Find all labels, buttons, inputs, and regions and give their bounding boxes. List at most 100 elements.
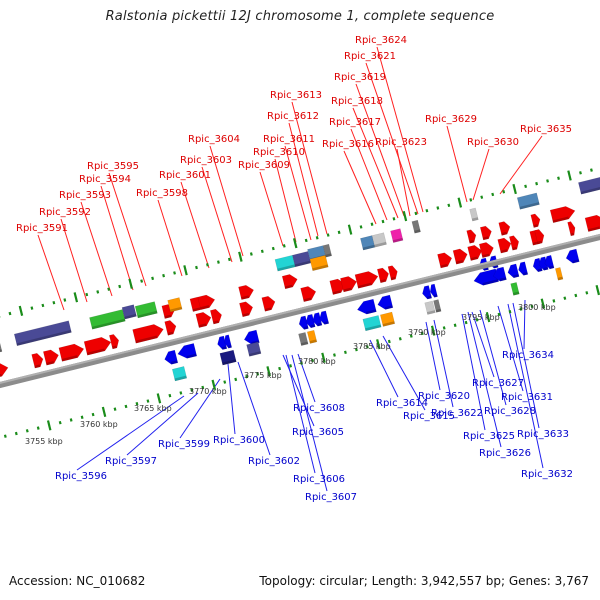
gene-label-rpic-3609[interactable]: Rpic_3609	[238, 160, 290, 171]
cds-plus-arrow	[567, 221, 576, 237]
gene-label-rpic-3607[interactable]: Rpic_3607	[305, 492, 357, 503]
gene-label-rpic-3622[interactable]: Rpic_3622	[431, 408, 483, 419]
minor-tick	[162, 273, 165, 278]
leader-line	[365, 62, 419, 215]
gene-label-rpic-3604[interactable]: Rpic_3604	[188, 134, 240, 145]
scale-label: 3795 kbp	[462, 313, 500, 322]
minor-tick	[392, 217, 396, 221]
gene-label-rpic-3614[interactable]: Rpic_3614	[376, 398, 428, 409]
sequence-summary: Topology: circular; Length: 3,942,557 bp…	[259, 574, 589, 588]
gene-label-rpic-3616[interactable]: Rpic_3616	[322, 139, 374, 150]
gene-label-rpic-3634[interactable]: Rpic_3634	[502, 350, 554, 361]
cds-minus-arrow-shade	[572, 259, 580, 264]
gene-label-rpic-3633[interactable]: Rpic_3633	[517, 429, 569, 440]
gene-label-rpic-3597[interactable]: Rpic_3597	[105, 456, 157, 467]
gene-label-rpic-3618[interactable]: Rpic_3618	[331, 96, 383, 107]
gene-label-rpic-3631[interactable]: Rpic_3631	[501, 392, 553, 403]
minor-tick	[381, 219, 385, 224]
minor-tick	[36, 426, 40, 430]
gene-label-rpic-3598[interactable]: Rpic_3598	[136, 188, 188, 199]
gene-label-rpic-3606[interactable]: Rpic_3606	[293, 474, 345, 485]
gene-label-rpic-3630[interactable]: Rpic_3630	[467, 137, 519, 148]
gene-label-rpic-3632[interactable]: Rpic_3632	[521, 469, 573, 480]
major-tick	[457, 197, 463, 208]
minor-tick	[168, 393, 172, 398]
minor-tick	[447, 203, 451, 208]
major-tick	[73, 292, 79, 303]
gene-label-rpic-3623[interactable]: Rpic_3623	[375, 137, 427, 148]
gene-label-rpic-3610[interactable]: Rpic_3610	[253, 147, 305, 158]
cds-plus-arrow-shade	[470, 256, 478, 261]
gene-label-rpic-3619[interactable]: Rpic_3619	[334, 72, 386, 83]
feature-orange-shade	[309, 339, 317, 344]
cds-plus-arrow-shade	[552, 216, 569, 223]
cds-plus-arrow	[0, 362, 9, 380]
gene-label-rpic-3593[interactable]: Rpic_3593	[59, 190, 111, 201]
scale-label: 3780 kbp	[298, 357, 336, 366]
cds-plus-arrow	[584, 214, 600, 232]
gene-label-rpic-3625[interactable]: Rpic_3625	[463, 431, 515, 442]
gene-label-rpic-3595[interactable]: Rpic_3595	[87, 161, 139, 172]
feature-orange-shade	[382, 321, 395, 327]
minor-tick	[30, 306, 34, 310]
major-tick	[183, 265, 188, 276]
gene-label-rpic-3592[interactable]: Rpic_3592	[39, 207, 91, 218]
gene-label-rpic-3600[interactable]: Rpic_3600	[213, 435, 265, 446]
feature-steelblue-shade	[362, 244, 375, 251]
minor-tick	[113, 407, 117, 411]
minor-tick	[491, 192, 495, 197]
minor-tick	[278, 366, 282, 371]
gene-label-rpic-3608[interactable]: Rpic_3608	[293, 403, 345, 414]
gene-label-rpic-3621[interactable]: Rpic_3621	[344, 51, 396, 62]
leader-line	[425, 321, 441, 391]
cds-minus-arrow-shade	[303, 326, 309, 330]
minor-tick	[271, 246, 275, 251]
gene-label-rpic-3603[interactable]: Rpic_3603	[180, 155, 232, 166]
gene-label-rpic-3591[interactable]: Rpic_3591	[16, 223, 68, 234]
cds-plus-arrow-shade	[380, 279, 386, 283]
gene-label-rpic-3602[interactable]: Rpic_3602	[248, 456, 300, 467]
minor-tick	[563, 296, 567, 300]
cds-plus-arrow-shade	[537, 240, 543, 245]
cds-plus-arrow	[387, 265, 398, 281]
gene-label-rpic-3627[interactable]: Rpic_3627	[472, 378, 524, 389]
cds-minus-arrow	[243, 329, 260, 345]
cds-minus-arrow	[319, 310, 330, 325]
gene-label-rpic-3599[interactable]: Rpic_3599	[158, 439, 210, 450]
gene-label-rpic-3612[interactable]: Rpic_3612	[267, 111, 319, 122]
minor-tick	[333, 353, 336, 357]
cds-plus-arrow-shade	[500, 249, 508, 254]
feature-navy-shade	[222, 359, 237, 366]
scale-label: 3765 kbp	[134, 404, 172, 413]
leader-line	[433, 319, 454, 408]
gene-label-rpic-3628[interactable]: Rpic_3628	[484, 406, 536, 417]
gene-label-rpic-3613[interactable]: Rpic_3613	[270, 90, 322, 101]
feature-purple-shade	[294, 260, 311, 267]
cds-plus-arrow-shade	[343, 287, 352, 292]
minor-tick	[574, 293, 578, 298]
gene-label-rpic-3594[interactable]: Rpic_3594	[79, 174, 131, 185]
leader-line	[479, 309, 507, 406]
scale-ticks	[0, 168, 600, 438]
gene-label-rpic-3635[interactable]: Rpic_3635	[520, 124, 572, 135]
gene-label-rpic-3601[interactable]: Rpic_3601	[159, 170, 211, 181]
minor-tick	[398, 337, 402, 341]
leader-line	[507, 303, 544, 469]
minor-tick	[58, 420, 62, 425]
minor-tick	[359, 225, 363, 229]
gene-label-rpic-3620[interactable]: Rpic_3620	[418, 391, 470, 402]
major-tick	[211, 379, 217, 390]
gene-label-rpic-3629[interactable]: Rpic_3629	[425, 114, 477, 125]
gene-label-rpic-3596[interactable]: Rpic_3596	[55, 471, 107, 482]
minor-tick	[425, 208, 429, 213]
gene-label-rpic-3626[interactable]: Rpic_3626	[479, 448, 531, 459]
gene-label-rpic-3611[interactable]: Rpic_3611	[263, 134, 315, 145]
major-tick	[402, 210, 408, 222]
gene-label-rpic-3617[interactable]: Rpic_3617	[329, 117, 381, 128]
minor-tick	[223, 380, 227, 384]
gene-label-rpic-3605[interactable]: Rpic_3605	[292, 427, 344, 438]
gene-label-rpic-3615[interactable]: Rpic_3615	[403, 411, 455, 422]
feature-cyan-shade	[277, 264, 296, 272]
gene-label-rpic-3624[interactable]: Rpic_3624	[355, 35, 407, 46]
